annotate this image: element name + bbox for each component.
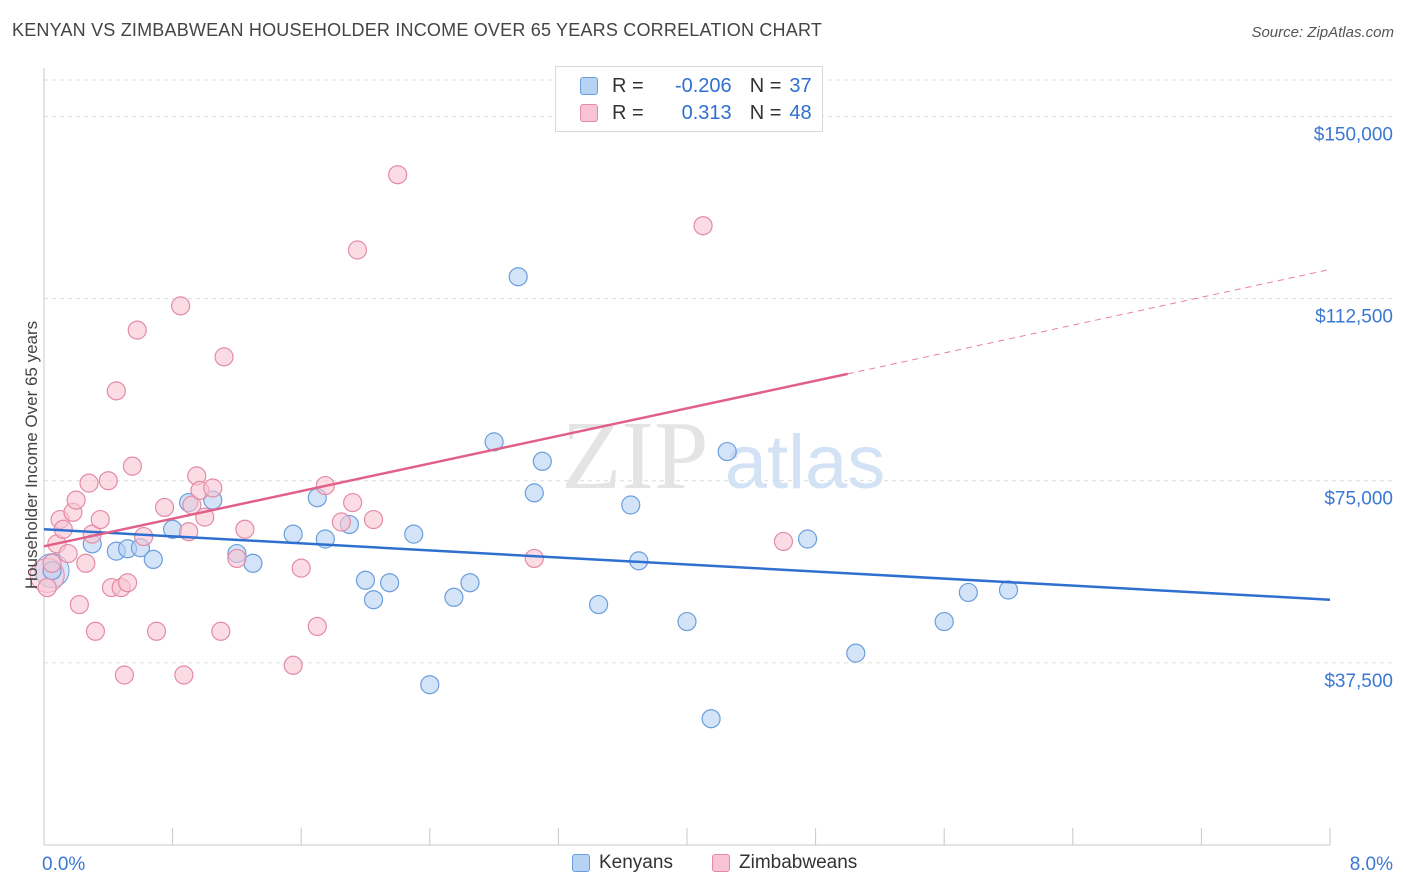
zimbabwean-point	[58, 543, 78, 564]
legend-row-kenyans: R = -0.206 N = 37	[580, 74, 812, 98]
kenyan-point	[524, 483, 544, 503]
kenyan-point	[677, 611, 697, 632]
correlation-legend: R = -0.206 N = 37 R = 0.313 N = 48	[555, 66, 823, 132]
zimbabweans-legend-label: Zimbabweans	[739, 852, 858, 873]
zimbabwean-point	[211, 621, 231, 641]
labels-layer: $37,500 $75,000 $112,500 $150,000 0.0% 8.0%	[42, 124, 1393, 875]
kenyan-point	[532, 451, 552, 471]
trend-layer	[43, 268, 1331, 601]
y-axis-label: Householder Income Over 65 years	[22, 320, 41, 590]
legend-r-label: R =	[612, 101, 644, 124]
watermark-zip: ZIP	[562, 402, 709, 510]
zimbabwean-point	[127, 320, 147, 340]
kenyan-point	[958, 582, 978, 603]
kenyan-point	[283, 524, 303, 544]
zimbabwean-point	[214, 347, 234, 367]
zimbabwean-point	[363, 509, 384, 530]
legend-n-label: N =	[749, 101, 782, 124]
kenyan-point	[797, 529, 818, 549]
kenyan-point	[363, 590, 384, 610]
zimbabwean-point	[69, 594, 89, 615]
kenyan-point	[143, 549, 163, 570]
kenyan-point	[588, 594, 609, 615]
zimbabwean-trend-line-extension	[847, 268, 1331, 375]
zimbabwean-point	[291, 558, 311, 578]
zimbabwean-point	[347, 240, 368, 260]
zimbabwean-point	[98, 471, 118, 491]
zimbabwean-point	[171, 296, 191, 316]
zimbabwean-point	[773, 531, 794, 552]
x-tick-label-end: 8.0%	[1350, 854, 1393, 875]
zimbabweans-n-value: 48	[789, 101, 812, 124]
kenyan-point	[404, 524, 424, 544]
legend-r-label: R =	[612, 74, 644, 97]
kenyan-point	[934, 611, 954, 632]
kenyan-point	[460, 573, 480, 593]
zimbabwean-point	[524, 548, 544, 569]
zimbabwean-point	[106, 381, 126, 401]
kenyan-point	[420, 675, 440, 695]
bottom-legend-zimbabweans[interactable]: Zimbabweans	[712, 852, 857, 874]
zimbabwean-point	[146, 621, 167, 641]
zimbabwean-point	[85, 621, 106, 641]
kenyan-point	[701, 709, 721, 729]
kenyan-point	[355, 570, 376, 590]
zimbabweans-swatch	[580, 104, 598, 122]
kenyan-point	[380, 573, 400, 593]
legend-n-label: N =	[749, 74, 782, 97]
y-tick-label: $37,500	[1324, 671, 1393, 692]
kenyan-point	[846, 643, 866, 663]
zimbabweans-legend-swatch	[712, 854, 730, 872]
kenyan-point	[508, 267, 528, 287]
zimbabwean-point	[343, 492, 363, 513]
zimbabwean-point	[42, 553, 62, 573]
zimbabwean-point	[693, 216, 713, 236]
legend-row-zimbabweans: R = 0.313 N = 48	[580, 101, 812, 125]
kenyan-trend-line	[43, 528, 1331, 601]
bottom-legend-kenyans[interactable]: Kenyans	[572, 852, 673, 874]
zimbabwean-point	[154, 497, 175, 518]
axes-layer	[43, 68, 1331, 846]
kenyan-point	[243, 553, 263, 573]
kenyans-legend-label: Kenyans	[599, 852, 673, 873]
zimbabwean-point	[174, 665, 194, 685]
source-label: Source: ZipAtlas.com	[1251, 24, 1394, 41]
zimbabwean-point	[203, 478, 223, 498]
y-tick-label: $75,000	[1324, 489, 1393, 510]
y-tick-label: $150,000	[1314, 124, 1393, 145]
watermark-atlas: atlas	[725, 420, 886, 505]
watermark: ZIP atlas	[562, 402, 886, 510]
chart-title: KENYAN VS ZIMBABWEAN HOUSEHOLDER INCOME …	[12, 20, 823, 40]
zimbabweans-r-value: 0.313	[681, 101, 732, 124]
kenyan-point	[717, 441, 737, 462]
zimbabwean-point	[331, 512, 351, 532]
zimbabwean-trend-line	[43, 372, 849, 548]
zimbabwean-point	[114, 665, 134, 685]
kenyans-n-value: 37	[789, 74, 812, 97]
zimbabwean-point	[79, 473, 99, 493]
zimbabwean-point	[90, 509, 110, 530]
zimbabwean-point	[307, 616, 327, 637]
kenyan-point	[444, 587, 464, 607]
kenyans-swatch	[580, 77, 598, 95]
x-tick-label-start: 0.0%	[42, 854, 85, 875]
zimbabwean-point	[227, 548, 247, 569]
zimbabwean-point	[37, 577, 57, 598]
kenyans-legend-swatch	[572, 854, 590, 872]
zimbabwean-point	[134, 526, 154, 547]
zimbabwean-point	[66, 490, 86, 510]
zimbabwean-point	[76, 553, 96, 573]
zimbabwean-point	[235, 519, 255, 539]
zimbabwean-point	[117, 573, 138, 593]
y-tick-label: $112,500	[1315, 307, 1393, 328]
zimbabwean-point	[122, 456, 143, 476]
zimbabwean-point	[388, 165, 408, 185]
kenyan-point	[621, 495, 641, 515]
kenyans-r-value: -0.206	[674, 74, 732, 97]
zimbabwean-point	[283, 655, 303, 675]
grid-layer	[44, 79, 1394, 664]
